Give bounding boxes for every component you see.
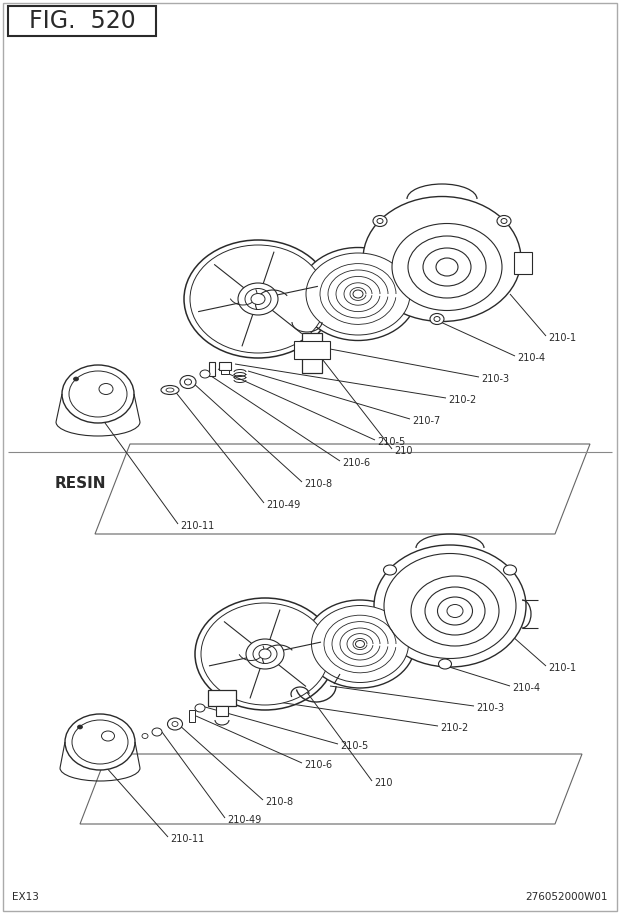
Ellipse shape — [306, 253, 410, 335]
Ellipse shape — [377, 218, 383, 224]
Ellipse shape — [180, 376, 196, 388]
Ellipse shape — [246, 639, 284, 669]
Ellipse shape — [99, 384, 113, 395]
Text: EX13: EX13 — [12, 892, 39, 902]
Ellipse shape — [69, 371, 127, 417]
Ellipse shape — [238, 283, 278, 315]
Ellipse shape — [74, 377, 79, 381]
Text: 210-1: 210-1 — [548, 663, 576, 673]
Ellipse shape — [503, 565, 516, 575]
Ellipse shape — [438, 659, 451, 669]
Ellipse shape — [195, 598, 335, 710]
Ellipse shape — [438, 597, 472, 625]
Ellipse shape — [195, 704, 205, 712]
Bar — [302, 333, 322, 373]
Ellipse shape — [423, 248, 471, 286]
Bar — [208, 690, 236, 706]
Ellipse shape — [305, 600, 415, 688]
Bar — [8, 6, 156, 36]
Text: 210-2: 210-2 — [448, 395, 476, 405]
Ellipse shape — [161, 386, 179, 395]
Ellipse shape — [166, 388, 174, 392]
Ellipse shape — [142, 734, 148, 739]
Text: RESIN: RESIN — [55, 476, 107, 491]
Text: 210-8: 210-8 — [265, 797, 293, 807]
Ellipse shape — [65, 714, 135, 770]
Text: 210-5: 210-5 — [377, 437, 405, 447]
Bar — [216, 706, 228, 716]
Ellipse shape — [78, 725, 82, 729]
Ellipse shape — [190, 245, 326, 353]
Ellipse shape — [373, 216, 387, 227]
Text: 210-3: 210-3 — [481, 374, 509, 384]
Text: 210-49: 210-49 — [266, 500, 300, 510]
Text: 210-7: 210-7 — [412, 416, 440, 426]
Ellipse shape — [102, 731, 115, 741]
Ellipse shape — [434, 316, 440, 322]
Bar — [514, 252, 532, 274]
Text: 210: 210 — [374, 778, 392, 788]
Ellipse shape — [253, 644, 277, 664]
Text: 210-5: 210-5 — [340, 741, 368, 751]
Ellipse shape — [200, 370, 210, 378]
Ellipse shape — [172, 721, 178, 727]
Ellipse shape — [201, 603, 329, 705]
Ellipse shape — [447, 604, 463, 618]
Ellipse shape — [245, 289, 271, 310]
Ellipse shape — [430, 314, 444, 324]
Text: 210-2: 210-2 — [440, 723, 468, 733]
Ellipse shape — [311, 605, 409, 683]
Text: FIG.  520: FIG. 520 — [29, 9, 135, 33]
Ellipse shape — [408, 236, 486, 298]
Ellipse shape — [392, 224, 502, 311]
Ellipse shape — [384, 565, 397, 575]
Ellipse shape — [152, 728, 162, 736]
Text: 210-4: 210-4 — [517, 353, 545, 363]
Text: 210-3: 210-3 — [476, 703, 504, 713]
Text: 210-11: 210-11 — [170, 834, 204, 844]
Ellipse shape — [72, 720, 128, 764]
Ellipse shape — [501, 218, 507, 224]
Text: 210-4: 210-4 — [512, 683, 540, 693]
Text: 210-11: 210-11 — [180, 521, 215, 531]
Ellipse shape — [436, 258, 458, 276]
Bar — [221, 370, 229, 374]
Text: 210: 210 — [394, 446, 412, 456]
Ellipse shape — [384, 554, 516, 658]
Ellipse shape — [167, 718, 182, 730]
Ellipse shape — [185, 379, 192, 385]
Text: eReplacementParts.com: eReplacementParts.com — [238, 461, 382, 473]
Polygon shape — [95, 444, 590, 534]
Ellipse shape — [259, 649, 271, 659]
Ellipse shape — [353, 290, 363, 298]
Text: 210-6: 210-6 — [342, 458, 370, 468]
Ellipse shape — [355, 641, 365, 647]
Text: 210-6: 210-6 — [304, 760, 332, 770]
Text: 276052000W01: 276052000W01 — [526, 892, 608, 902]
Ellipse shape — [374, 545, 526, 667]
Ellipse shape — [299, 248, 417, 341]
Ellipse shape — [425, 587, 485, 635]
Bar — [219, 362, 231, 370]
Bar — [294, 341, 330, 359]
Bar — [189, 710, 195, 722]
Ellipse shape — [251, 293, 265, 304]
Ellipse shape — [411, 576, 499, 646]
Text: 210-8: 210-8 — [304, 479, 332, 489]
Ellipse shape — [184, 240, 332, 358]
Text: 210-1: 210-1 — [548, 333, 576, 343]
Ellipse shape — [62, 365, 134, 423]
Ellipse shape — [497, 216, 511, 227]
Bar — [209, 362, 215, 376]
Polygon shape — [80, 754, 582, 824]
Ellipse shape — [363, 197, 521, 322]
Text: 210-49: 210-49 — [227, 815, 261, 825]
